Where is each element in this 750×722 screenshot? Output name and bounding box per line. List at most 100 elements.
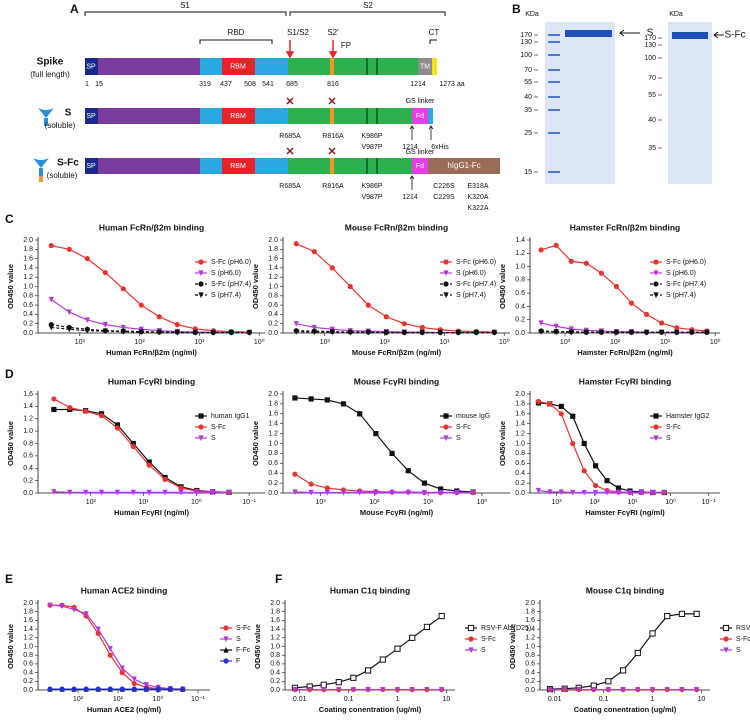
data-point [419, 324, 425, 331]
y-tick-label: 1.4 [23, 403, 33, 410]
data-point [421, 489, 428, 496]
data-point [292, 471, 298, 477]
y-tick-label: 1.6 [270, 617, 280, 624]
x-tick-label: 10¹ [627, 499, 638, 506]
label: RBM [230, 163, 246, 170]
legend-label: S [211, 435, 216, 442]
data-point [292, 489, 298, 496]
panel-label: A [70, 2, 79, 16]
data-point [581, 440, 587, 447]
legend-label: F-Fc [236, 647, 251, 654]
data-point [389, 450, 395, 456]
label: K986P [361, 133, 382, 140]
chart: Human ACE2 binding 0.0 0.2 0.40.6 0.8 1.01.2 1… [6, 585, 251, 714]
charts: Human FcRn/β2m binding0.00.20.40.60.81.0… [6, 222, 750, 714]
ladder-band [548, 81, 560, 83]
y-axis-label: OD450 value [498, 421, 507, 466]
data-point [102, 328, 108, 335]
y-tick-label: 0.6 [23, 661, 33, 668]
mutation-mark [328, 147, 336, 155]
x-tick-label: 10⁰ [710, 338, 721, 346]
ladder-band [548, 34, 560, 36]
data-point [178, 485, 184, 491]
legend-label: S-Fc (pH6.0) [211, 259, 251, 266]
y-tick-label: 1.8 [23, 246, 33, 253]
sd-domain [270, 158, 288, 174]
data-point [84, 256, 90, 262]
y-tick-label: 1.2 [515, 430, 525, 437]
chart: Hamster FcRn/β2m binding 0.0 0.2 0.4 0.6 0.8 1… [498, 222, 721, 357]
data-point [228, 329, 234, 336]
series-line [538, 489, 665, 494]
x-tick-label: 0.1 [599, 696, 609, 703]
chart-title: Human ACE2 binding [81, 585, 168, 595]
fd-domain [412, 158, 428, 174]
x-tick-label: 10³ [320, 339, 331, 346]
legend-label: S [481, 647, 486, 654]
data-point [553, 323, 559, 330]
series-line [540, 322, 707, 333]
x-tick-label: 10² [86, 499, 97, 506]
data-point [401, 321, 407, 327]
protein-band [672, 32, 708, 39]
y-tick-label: 1.6 [23, 255, 33, 262]
data-point [131, 680, 137, 687]
y-tick-label: 1.0 [270, 643, 280, 650]
rbm-domain [222, 158, 255, 174]
legend-label: S [666, 435, 671, 442]
data-point [51, 396, 57, 402]
marker-label: 40 [524, 94, 532, 101]
y-tick-label: 0.4 [515, 470, 525, 477]
y-tick-label: 0.0 [23, 687, 33, 694]
data-point [156, 329, 162, 336]
data-point [664, 612, 671, 620]
y-tick-label: 0.6 [23, 302, 33, 309]
data-point [659, 320, 665, 326]
data-point [419, 329, 425, 336]
data-point [491, 329, 497, 336]
chart-title: Mouse FcγRI binding [354, 376, 439, 386]
y-tick-label: 1.8 [515, 401, 525, 408]
data-point [591, 686, 597, 693]
data-point [394, 645, 401, 652]
mutation-mark [286, 97, 294, 105]
data-point [664, 686, 670, 693]
data-point [593, 463, 599, 469]
y-tick-label: 0.4 [268, 470, 278, 477]
data-point [615, 485, 622, 491]
data-point [364, 667, 372, 674]
x-axis-label: Hamster FcγRI (ng/ml) [585, 508, 665, 517]
label: K322A [467, 205, 488, 212]
legend-marker [223, 636, 229, 643]
legend-label: S [736, 647, 741, 654]
y-tick-label: 0.2 [268, 321, 278, 328]
legend-marker [443, 413, 449, 419]
label: SP [86, 163, 96, 170]
chart-title: Human C1q binding [330, 585, 410, 595]
legend-marker [198, 281, 204, 287]
x-tick-label: 1 [651, 696, 655, 703]
x-axis-label: Hamster FcRn/β2m (ng/ml) [577, 348, 673, 357]
data-point [581, 489, 587, 496]
legend-label: mouse IgG [456, 413, 490, 420]
data-point [547, 686, 553, 693]
series-line [51, 244, 250, 333]
data-point [324, 489, 330, 496]
panel-label: F [275, 572, 282, 586]
legend-label: Hamster IgG2 [666, 413, 710, 420]
legend-label: S-Fc (pH7.4) [456, 281, 496, 288]
y-tick-label: 0.8 [23, 652, 33, 659]
data-point [138, 302, 144, 308]
s2-domain [288, 108, 412, 124]
data-point [311, 329, 317, 336]
x-tick-label: 10¹ [113, 696, 124, 703]
label: 1214 [402, 144, 418, 151]
data-point [439, 686, 445, 693]
data-point [649, 686, 656, 693]
ntd-domain [98, 158, 200, 174]
y-tick-label: 2.0 [515, 391, 525, 398]
data-point [307, 686, 313, 693]
x-tick-label: 1 [396, 696, 400, 703]
band-arrow [619, 29, 640, 37]
x-axis-label: Coating conentration (ug/ml) [574, 705, 677, 714]
